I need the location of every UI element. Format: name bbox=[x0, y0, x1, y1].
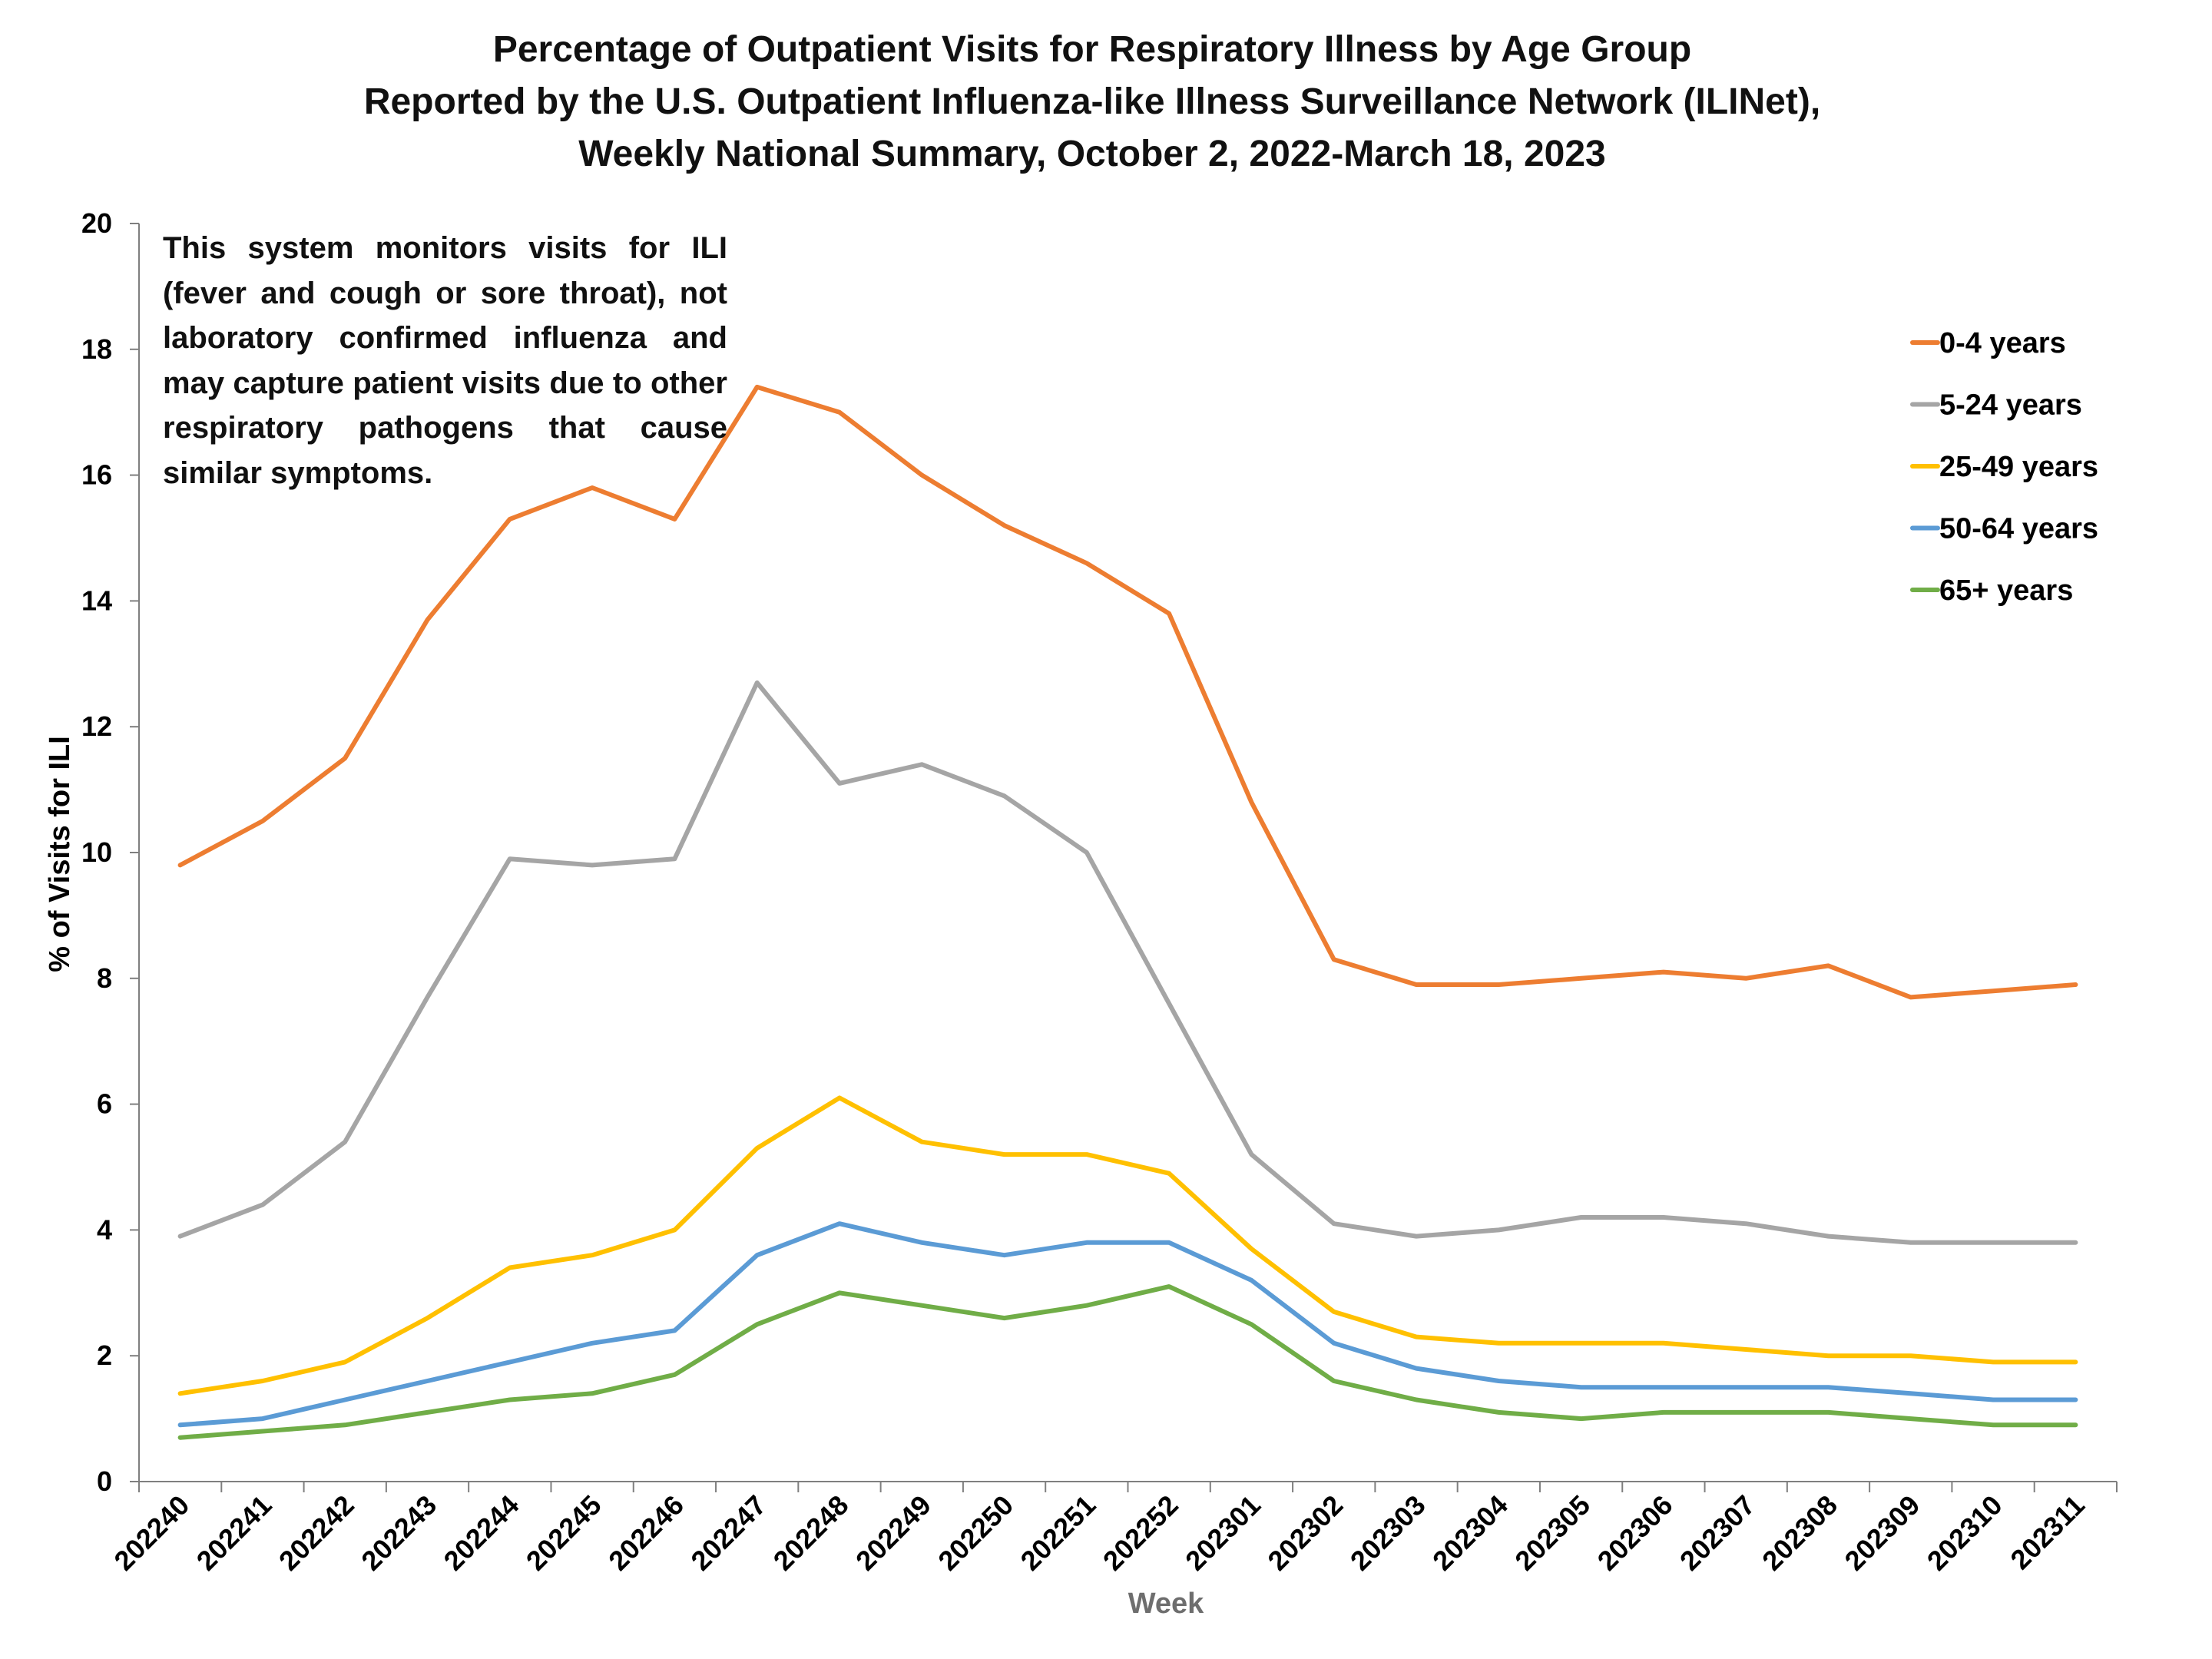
series-lines bbox=[177, 384, 2078, 1440]
chart-annotation-note: This system monitors visits for ILI (fev… bbox=[163, 231, 727, 490]
x-tick-label: 202248 bbox=[767, 1489, 855, 1577]
x-tick-label: 202301 bbox=[1179, 1489, 1267, 1577]
chart-title-line-2: Reported by the U.S. Outpatient Influenz… bbox=[364, 81, 1820, 122]
chart-title-line-3: Weekly National Summary, October 2, 2022… bbox=[578, 134, 1606, 174]
x-tick-label: 202306 bbox=[1591, 1489, 1679, 1577]
x-tick-label: 202244 bbox=[438, 1489, 525, 1577]
y-tick-label: 4 bbox=[97, 1214, 112, 1245]
chart-title: Percentage of Outpatient Visits for Resp… bbox=[364, 29, 1820, 174]
x-tick-label: 202303 bbox=[1344, 1489, 1432, 1577]
x-tick-label: 202307 bbox=[1674, 1489, 1761, 1577]
x-tick-label: 202250 bbox=[932, 1489, 1019, 1577]
x-tick-label: 202305 bbox=[1508, 1489, 1596, 1577]
y-tick-label: 10 bbox=[81, 836, 112, 868]
x-tick-label: 202302 bbox=[1261, 1489, 1349, 1577]
legend-label: 25-49 years bbox=[1939, 451, 2098, 483]
series-line-0-4-years bbox=[177, 384, 2078, 1000]
x-tick-label: 202304 bbox=[1426, 1489, 1514, 1577]
y-tick-label: 12 bbox=[81, 710, 112, 742]
legend-label: 0-4 years bbox=[1939, 327, 2066, 359]
chart-title-line-1: Percentage of Outpatient Visits for Resp… bbox=[493, 29, 1691, 70]
x-axis: 2022402022412022422022432022442022452022… bbox=[108, 1481, 2118, 1577]
y-tick-label: 2 bbox=[97, 1339, 112, 1371]
x-tick-label: 202252 bbox=[1097, 1489, 1184, 1577]
series-line-65-years bbox=[177, 1284, 2078, 1440]
x-axis-title: Week bbox=[1128, 1588, 1204, 1620]
y-tick-label: 18 bbox=[81, 333, 112, 365]
y-axis: 0 2 4 6 8 10 12 14 16 18 20 bbox=[81, 207, 140, 1497]
x-tick-label: 202241 bbox=[190, 1489, 278, 1577]
y-axis-title: % of Visits for ILI bbox=[44, 736, 76, 972]
y-tick-label: 8 bbox=[97, 962, 112, 994]
x-tick-label: 202311 bbox=[2004, 1489, 2091, 1576]
x-tick-label: 202247 bbox=[684, 1489, 772, 1577]
legend-label: 65+ years bbox=[1939, 575, 2073, 607]
x-tick-label: 202243 bbox=[355, 1489, 442, 1577]
x-tick-label: 202245 bbox=[520, 1489, 608, 1577]
legend: 0-4 years 5-24 years 25-49 years 50-64 year… bbox=[1910, 327, 2098, 607]
x-tick-label: 202251 bbox=[1015, 1489, 1102, 1577]
legend-label: 50-64 years bbox=[1939, 513, 2098, 545]
y-tick-label: 16 bbox=[81, 459, 112, 491]
x-tick-label: 202246 bbox=[602, 1489, 690, 1577]
series-line-50-64-years bbox=[177, 1221, 2078, 1428]
y-tick-label: 20 bbox=[81, 207, 112, 239]
x-tick-label: 202309 bbox=[1838, 1489, 1926, 1577]
legend-label: 5-24 years bbox=[1939, 389, 2082, 422]
series-line-5-24-years bbox=[177, 680, 2078, 1245]
x-tick-label: 202308 bbox=[1756, 1489, 1843, 1577]
x-tick-label: 202249 bbox=[849, 1489, 937, 1577]
x-tick-label: 202310 bbox=[1921, 1489, 2008, 1577]
series-line-25-49-years bbox=[177, 1095, 2078, 1396]
x-tick-label: 202242 bbox=[273, 1489, 360, 1577]
y-tick-label: 6 bbox=[97, 1088, 112, 1120]
y-tick-label: 14 bbox=[81, 584, 112, 616]
y-tick-label: 0 bbox=[97, 1465, 112, 1497]
x-tick-label: 202240 bbox=[108, 1489, 195, 1577]
